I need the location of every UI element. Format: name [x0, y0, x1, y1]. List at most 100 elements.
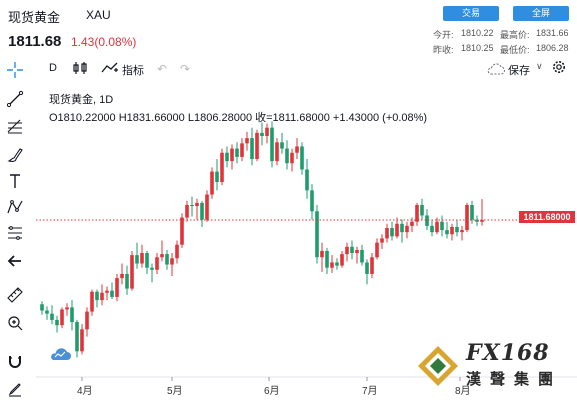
candle [320, 242, 324, 272]
candle-body [310, 190, 314, 212]
candle [380, 234, 384, 249]
x-tick-label: 7月 [362, 386, 378, 397]
candle [180, 213, 184, 248]
candle-body [470, 204, 474, 220]
candle-body [140, 253, 144, 264]
candle-body [150, 267, 154, 270]
candle [355, 246, 359, 264]
undo-icon[interactable]: ↶ [157, 62, 168, 76]
candle-body [335, 262, 339, 266]
candle [390, 221, 394, 241]
high-value: 1831.66 [536, 28, 569, 38]
candle-body [185, 204, 189, 218]
x-tick-label: 6月 [264, 386, 280, 397]
candle [140, 244, 144, 268]
candle [60, 307, 64, 329]
candle-body [195, 202, 199, 207]
candle [315, 204, 319, 264]
indicators-icon[interactable] [101, 61, 119, 75]
crosshair-icon[interactable] [4, 59, 26, 81]
candle-body [90, 291, 94, 312]
candle-body [180, 217, 184, 245]
candle-body [445, 230, 449, 235]
candle [385, 223, 389, 243]
current-price: 1811.68 [8, 33, 62, 50]
back-arrow-icon[interactable] [4, 250, 26, 272]
magnet-icon[interactable] [4, 350, 26, 372]
candle [120, 263, 124, 285]
trade-button[interactable]: 交易 [443, 6, 499, 21]
candle-body [155, 257, 159, 270]
chart-legend-title: 现货黄金, 1D [49, 94, 114, 106]
zoom-in-icon[interactable] [4, 312, 26, 334]
candle-body [130, 255, 134, 289]
candle-body [135, 255, 139, 264]
last-price-tag: 1811.68000 [519, 211, 575, 223]
watermark-brand: FX168 [466, 340, 550, 366]
fullscreen-button[interactable]: 全屏 [513, 6, 569, 21]
chevron-down-icon[interactable]: ∨ [536, 61, 543, 71]
price-change: 1.43(0.08%) [71, 35, 137, 49]
candle-body [355, 249, 359, 254]
candle-body [200, 202, 204, 220]
candle-body [50, 313, 54, 320]
candle-body [60, 309, 64, 326]
pattern-icon[interactable] [4, 196, 26, 218]
projection-icon[interactable] [4, 222, 26, 244]
candle-body [260, 132, 264, 137]
candle-body [55, 319, 59, 326]
candle [135, 242, 139, 269]
ruler-icon[interactable] [4, 284, 26, 306]
candle-body [230, 148, 234, 162]
settings-gear-icon[interactable] [552, 60, 566, 74]
candle [225, 146, 229, 168]
candle-body [370, 257, 374, 274]
trend-line-icon[interactable] [4, 88, 26, 110]
candle [145, 250, 149, 274]
candle [90, 289, 94, 316]
candle [425, 209, 429, 231]
candle-body [390, 227, 394, 237]
candle [190, 196, 194, 217]
interval-selector[interactable]: D [49, 62, 57, 74]
candle [375, 238, 379, 260]
candle-body [190, 204, 194, 207]
candle-body [45, 310, 49, 314]
redo-icon[interactable]: ↷ [180, 62, 191, 76]
text-tool-icon[interactable] [4, 170, 26, 192]
candle-body [215, 171, 219, 183]
candle-body [410, 221, 414, 226]
cloud-icon[interactable] [487, 62, 506, 75]
candle-body [360, 249, 364, 263]
save-button[interactable]: 保存 [508, 65, 530, 77]
candle [285, 140, 289, 170]
candle [125, 265, 129, 295]
candle [70, 300, 74, 331]
candle-body [305, 169, 309, 191]
candle-type-icon[interactable] [73, 61, 89, 75]
candle-body [75, 322, 79, 352]
candle-body [245, 138, 249, 144]
open-label: 今开: [433, 30, 454, 40]
indicators-button[interactable]: 指标 [122, 65, 144, 77]
candle [470, 200, 474, 224]
fib-retracement-icon[interactable] [4, 116, 26, 138]
instrument-title: 现货黄金 [8, 10, 61, 25]
candle [65, 303, 69, 316]
candlestick-chart[interactable] [36, 84, 577, 384]
brush-icon[interactable] [4, 144, 26, 166]
candle [405, 221, 409, 239]
candle-body [385, 227, 389, 239]
candle [335, 258, 339, 270]
candle-body [430, 225, 434, 233]
candle [370, 253, 374, 279]
candle [155, 253, 159, 274]
candle-body [345, 246, 349, 255]
candle [220, 148, 224, 186]
lock-pencil-icon[interactable] [4, 378, 26, 400]
candle [95, 289, 99, 308]
candle-body [320, 250, 324, 258]
candle-body [240, 143, 244, 157]
candle-body [220, 152, 224, 183]
candle-body [265, 127, 269, 137]
